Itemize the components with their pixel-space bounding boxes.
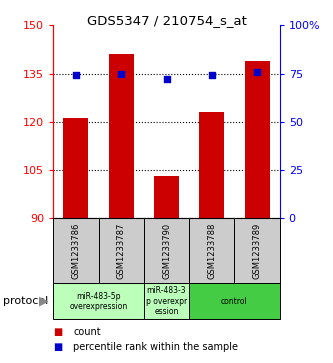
Bar: [109, 54, 134, 218]
Point: [209, 73, 214, 78]
Text: miR-483-5p
overexpression: miR-483-5p overexpression: [70, 291, 128, 311]
Point: [164, 76, 169, 82]
Point: [119, 70, 124, 76]
Text: ■: ■: [53, 327, 63, 337]
Text: protocol: protocol: [3, 296, 49, 306]
Text: miR-483-3
p overexpr
ession: miR-483-3 p overexpr ession: [146, 286, 187, 316]
Text: count: count: [73, 327, 101, 337]
Text: GSM1233788: GSM1233788: [207, 222, 216, 279]
Text: control: control: [221, 297, 248, 306]
Point: [254, 69, 260, 74]
Bar: [53, 283, 144, 319]
Bar: [64, 118, 88, 218]
Bar: [53, 218, 99, 283]
Bar: [199, 112, 224, 218]
Text: ■: ■: [53, 342, 63, 352]
Bar: [234, 218, 280, 283]
Text: GSM1233790: GSM1233790: [162, 223, 171, 278]
Bar: [154, 176, 179, 218]
Bar: [144, 283, 189, 319]
Text: ▶: ▶: [39, 295, 48, 308]
Text: GSM1233786: GSM1233786: [71, 222, 81, 279]
Text: GSM1233787: GSM1233787: [117, 222, 126, 279]
Text: percentile rank within the sample: percentile rank within the sample: [73, 342, 238, 352]
Text: GSM1233789: GSM1233789: [252, 223, 262, 278]
Bar: [144, 218, 189, 283]
Bar: [99, 218, 144, 283]
Text: GDS5347 / 210754_s_at: GDS5347 / 210754_s_at: [87, 15, 246, 28]
Bar: [189, 218, 234, 283]
Point: [73, 73, 79, 78]
Bar: [189, 283, 280, 319]
Bar: [245, 61, 269, 218]
